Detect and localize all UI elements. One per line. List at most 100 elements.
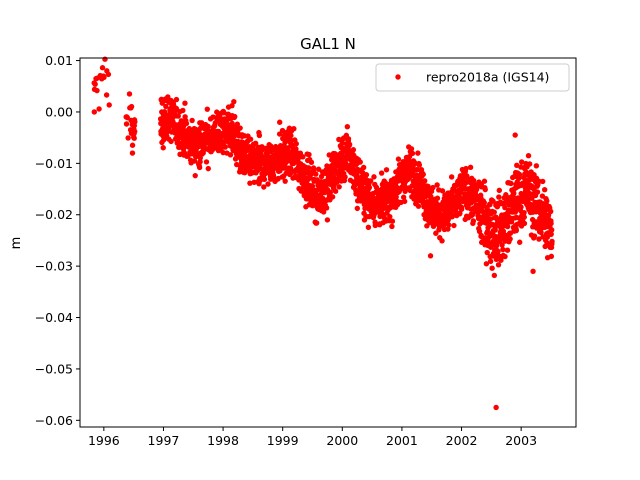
data-point (502, 204, 508, 211)
data-point (395, 156, 402, 162)
data-point (308, 159, 315, 166)
data-point (548, 220, 554, 227)
data-point (513, 227, 519, 234)
data-point (549, 238, 555, 245)
x-axis: 1996 1997 1998 1999 2000 2001 2002 2003 (88, 427, 537, 448)
data-point-outlier (512, 132, 518, 138)
data-point (128, 103, 135, 110)
data-point (357, 159, 363, 165)
data-point (517, 239, 523, 245)
data-point (96, 106, 102, 112)
data-point (196, 130, 202, 136)
data-point (242, 168, 249, 174)
data-point (270, 173, 277, 180)
data-point (534, 189, 541, 195)
data-point (315, 166, 322, 172)
data-point (422, 178, 428, 184)
data-point (496, 187, 503, 194)
x-tick-label: 2001 (386, 433, 418, 448)
data-point (516, 175, 522, 182)
data-point-outlier (91, 109, 98, 115)
data-point-outlier (129, 150, 136, 156)
data-point (261, 176, 268, 183)
data-point (101, 74, 107, 81)
y-tick-label: 0.00 (45, 104, 73, 119)
data-point (173, 96, 180, 103)
data-point (332, 188, 339, 194)
data-point (516, 171, 523, 178)
data-point (196, 164, 203, 171)
data-point (256, 132, 263, 139)
data-point (448, 174, 455, 180)
data-point (125, 135, 131, 141)
data-point (383, 167, 390, 173)
data-point (227, 152, 234, 158)
data-point (514, 162, 520, 169)
data-point (300, 154, 306, 160)
data-point (531, 233, 538, 239)
data-point (323, 167, 329, 173)
data-point (481, 199, 487, 206)
data-point (103, 92, 110, 98)
data-point-outlier (231, 98, 237, 105)
data-point (496, 194, 502, 200)
data-point (180, 107, 186, 114)
data-point (191, 158, 198, 164)
data-point (413, 172, 420, 178)
data-point (439, 188, 446, 194)
data-point (329, 194, 336, 200)
data-point (285, 148, 291, 154)
data-point (446, 222, 452, 228)
data-point (389, 223, 395, 230)
y-tick-label: −0.02 (35, 207, 73, 222)
data-point (400, 194, 407, 200)
data-point (536, 236, 542, 242)
data-point (336, 136, 342, 143)
data-point (401, 198, 408, 205)
data-point (491, 209, 497, 215)
y-tick-label: −0.04 (35, 310, 73, 325)
data-point (416, 162, 423, 168)
data-point (205, 123, 211, 130)
data-point (470, 218, 477, 224)
data-point (354, 205, 361, 212)
data-point (484, 249, 490, 256)
data-point (310, 165, 317, 171)
data-point (204, 106, 211, 112)
data-point (521, 220, 528, 227)
data-point (499, 242, 505, 248)
data-point (183, 120, 190, 127)
data-point (288, 132, 294, 139)
data-point (323, 205, 330, 211)
data-point (203, 159, 210, 165)
data-point (102, 56, 108, 62)
data-point (389, 218, 396, 224)
data-point (159, 100, 165, 106)
data-point-outlier (530, 268, 536, 274)
data-point (229, 103, 235, 109)
data-point (482, 186, 488, 193)
x-tick-label: 2002 (446, 433, 478, 448)
data-point (521, 214, 527, 220)
data-point (508, 180, 514, 187)
data-point (257, 177, 264, 183)
data-point (339, 140, 345, 146)
data-point (434, 182, 440, 188)
data-point (487, 258, 494, 265)
data-point (538, 229, 544, 236)
data-point (344, 124, 351, 130)
data-point (205, 165, 211, 172)
plot-frame (79, 57, 577, 428)
data-point (124, 114, 131, 121)
data-point (548, 253, 555, 260)
data-point (160, 145, 166, 151)
data-point (387, 213, 393, 220)
data-point-outlier (277, 119, 283, 125)
data-point (451, 222, 457, 229)
data-point (363, 172, 370, 178)
data-point (210, 114, 216, 120)
data-point (350, 147, 357, 153)
data-point (433, 230, 439, 236)
data-point (525, 153, 532, 159)
